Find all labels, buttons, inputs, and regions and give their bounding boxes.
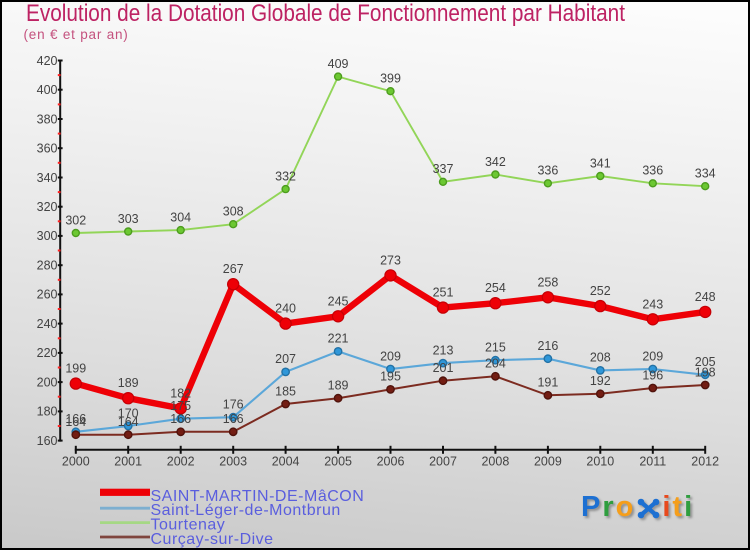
svg-text:334: 334: [695, 167, 716, 181]
svg-text:300: 300: [37, 229, 58, 243]
svg-text:215: 215: [485, 341, 506, 355]
svg-text:166: 166: [65, 412, 86, 426]
svg-text:258: 258: [537, 275, 558, 289]
svg-text:196: 196: [642, 368, 663, 382]
svg-text:189: 189: [118, 376, 139, 390]
svg-text:192: 192: [590, 374, 611, 388]
svg-text:340: 340: [37, 171, 58, 185]
svg-text:303: 303: [118, 212, 139, 226]
svg-text:240: 240: [275, 302, 296, 316]
svg-text:341: 341: [590, 156, 611, 170]
svg-text:2006: 2006: [377, 455, 405, 469]
svg-text:220: 220: [37, 346, 58, 360]
svg-text:409: 409: [328, 57, 349, 71]
svg-text:248: 248: [695, 290, 716, 304]
svg-text:180: 180: [37, 405, 58, 419]
svg-text:304: 304: [170, 210, 191, 224]
svg-text:195: 195: [380, 370, 401, 384]
svg-text:201: 201: [433, 361, 454, 375]
svg-text:2011: 2011: [639, 455, 666, 469]
svg-text:Curçay-sur-Dive: Curçay-sur-Dive: [151, 531, 274, 548]
svg-text:164: 164: [118, 415, 139, 429]
svg-text:216: 216: [537, 339, 558, 353]
svg-text:166: 166: [170, 412, 191, 426]
svg-text:199: 199: [65, 362, 86, 376]
svg-text:221: 221: [328, 332, 349, 346]
svg-text:260: 260: [37, 288, 58, 302]
svg-text:Saint-Léger-de-Montbrun: Saint-Léger-de-Montbrun: [151, 502, 341, 519]
svg-text:185: 185: [275, 384, 296, 398]
svg-text:2005: 2005: [324, 455, 352, 469]
svg-text:164: 164: [65, 415, 86, 429]
svg-text:254: 254: [485, 281, 506, 295]
svg-text:2004: 2004: [272, 455, 300, 469]
svg-text:252: 252: [590, 284, 611, 298]
svg-text:2002: 2002: [167, 455, 195, 469]
svg-text:209: 209: [380, 349, 401, 363]
svg-text:320: 320: [37, 200, 58, 214]
svg-text:380: 380: [37, 112, 58, 126]
svg-text:337: 337: [433, 162, 454, 176]
svg-text:251: 251: [433, 286, 454, 300]
svg-text:2007: 2007: [429, 455, 457, 469]
svg-text:166: 166: [223, 412, 244, 426]
svg-text:2001: 2001: [114, 455, 142, 469]
svg-text:2009: 2009: [534, 455, 562, 469]
svg-text:400: 400: [37, 83, 58, 97]
svg-text:204: 204: [485, 357, 506, 371]
svg-text:308: 308: [223, 205, 244, 219]
svg-text:2010: 2010: [586, 455, 614, 469]
svg-text:2000: 2000: [62, 455, 90, 469]
svg-text:176: 176: [223, 398, 244, 412]
svg-text:332: 332: [275, 169, 296, 183]
svg-text:267: 267: [223, 262, 244, 276]
svg-text:336: 336: [642, 164, 663, 178]
svg-text:240: 240: [37, 317, 58, 331]
svg-text:182: 182: [170, 386, 191, 400]
svg-text:Tourtenay: Tourtenay: [151, 517, 226, 534]
svg-text:191: 191: [537, 376, 558, 390]
svg-text:399: 399: [380, 72, 401, 86]
svg-text:175: 175: [170, 399, 191, 413]
svg-text:200: 200: [37, 375, 58, 389]
svg-text:302: 302: [65, 213, 86, 227]
svg-text:2008: 2008: [481, 455, 509, 469]
svg-text:420: 420: [37, 54, 58, 68]
svg-text:208: 208: [590, 351, 611, 365]
svg-text:2012: 2012: [691, 455, 719, 469]
svg-text:245: 245: [328, 294, 349, 308]
svg-text:243: 243: [642, 297, 663, 311]
svg-text:205: 205: [695, 355, 716, 369]
svg-text:198: 198: [695, 365, 716, 379]
svg-text:209: 209: [642, 349, 663, 363]
svg-text:2003: 2003: [219, 455, 247, 469]
svg-text:213: 213: [433, 343, 454, 357]
svg-text:SAINT-MARTIN-DE-MâCON: SAINT-MARTIN-DE-MâCON: [151, 488, 365, 505]
svg-text:273: 273: [380, 253, 401, 267]
svg-text:207: 207: [275, 352, 296, 366]
svg-text:342: 342: [485, 155, 506, 169]
svg-text:280: 280: [37, 259, 58, 273]
svg-text:170: 170: [118, 406, 139, 420]
svg-text:360: 360: [37, 142, 58, 156]
svg-text:189: 189: [328, 379, 349, 393]
svg-text:160: 160: [37, 434, 58, 448]
svg-text:336: 336: [537, 164, 558, 178]
